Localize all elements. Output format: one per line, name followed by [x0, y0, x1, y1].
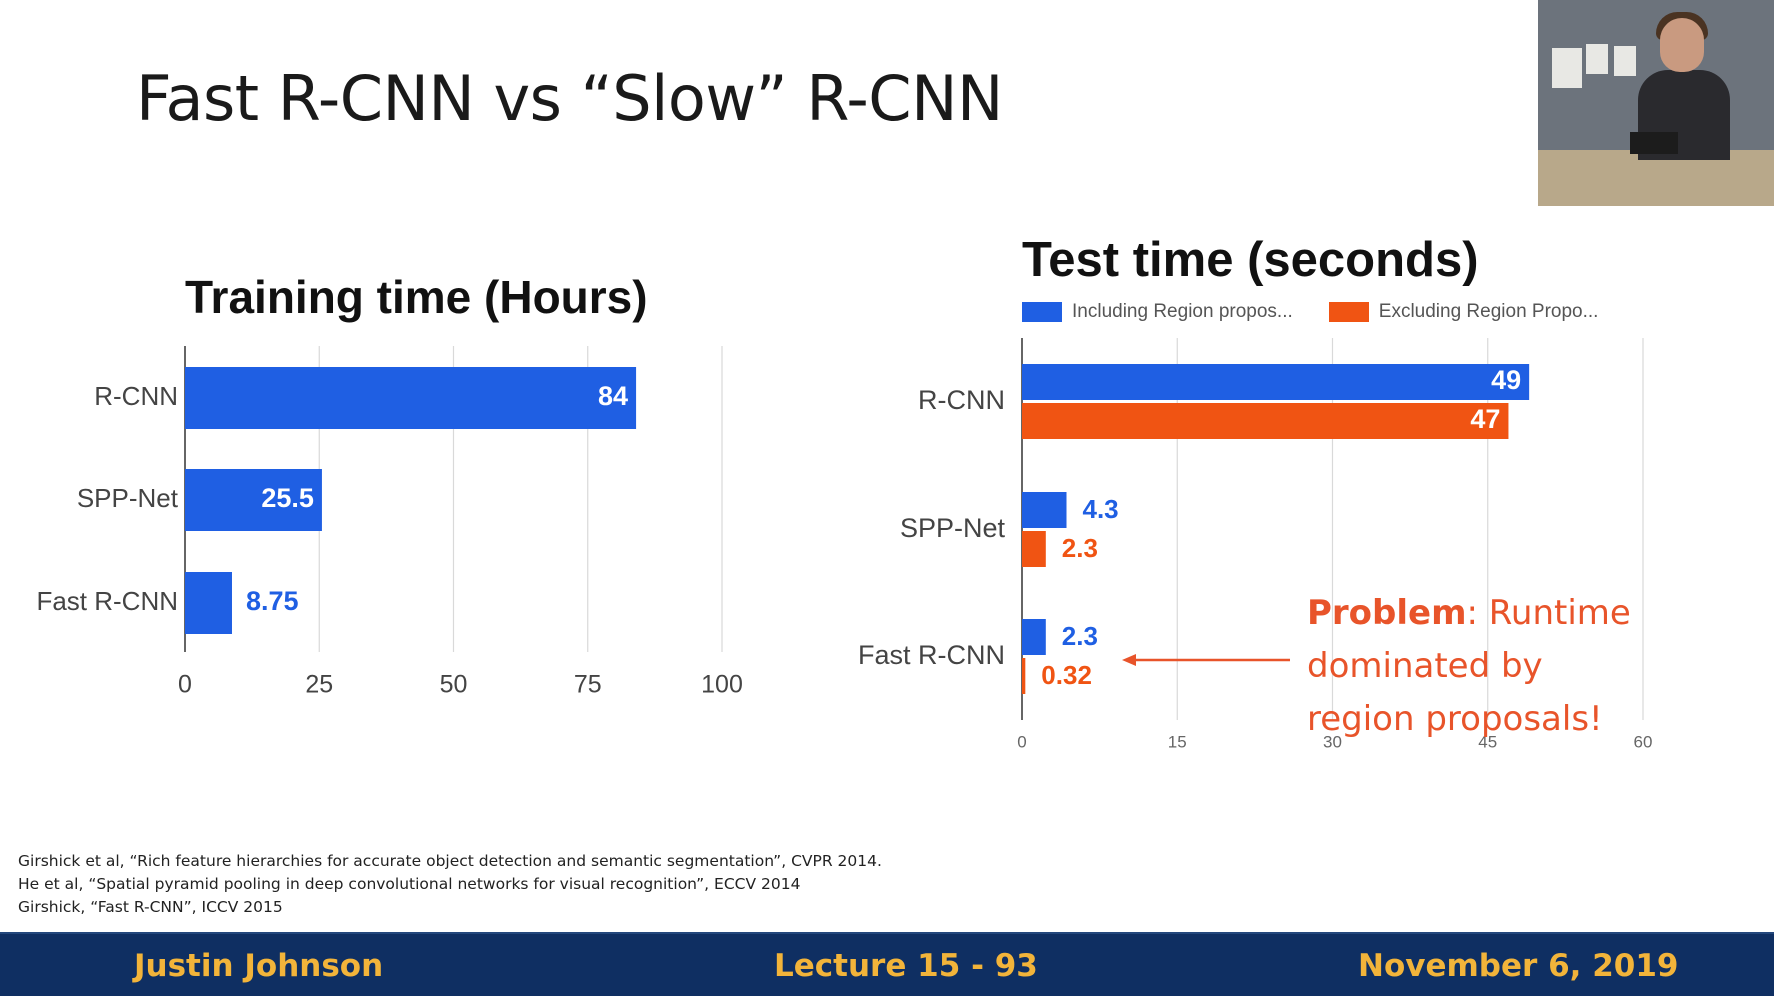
- bar: [1022, 403, 1509, 439]
- data-label: 8.75: [246, 586, 299, 616]
- data-label: 49: [1491, 365, 1521, 395]
- category-label: Fast R-CNN: [36, 586, 178, 616]
- x-tick-label: 60: [1634, 732, 1653, 751]
- data-label: 2.3: [1062, 533, 1098, 563]
- webcam-poster: [1552, 48, 1582, 88]
- slide-title: Fast R-CNN vs “Slow” R-CNN: [136, 62, 1003, 135]
- category-label: SPP-Net: [77, 483, 179, 513]
- bar: [185, 367, 637, 429]
- reference-line: Girshick et al, “Rich feature hierarchie…: [18, 852, 882, 870]
- legend-label-excluding: Excluding Region Propo...: [1378, 301, 1599, 322]
- category-label: R-CNN: [918, 385, 1005, 415]
- bar: [185, 572, 232, 634]
- bar: [185, 469, 322, 531]
- category-label: SPP-Net: [900, 513, 1006, 543]
- legend-swatch-orange: [1328, 302, 1369, 322]
- test-time-chart: 0 15 30 45 60 R-CNN 49 47 SPP-Net 4.3 2.3 Fast R-CN…: [858, 338, 1652, 751]
- footer-date: November 6, 2019: [1358, 948, 1679, 984]
- webcam-person-head: [1660, 18, 1704, 72]
- data-label: 2.3: [1062, 621, 1098, 651]
- bar: [1022, 619, 1046, 655]
- problem-callout-text: : Runtime dominated by region proposals!: [1307, 593, 1631, 739]
- problem-callout-bold: Problem: [1307, 593, 1467, 633]
- category-label: R-CNN: [94, 381, 178, 411]
- webcam-laptop: [1630, 132, 1678, 154]
- test-chart-legend: Including Region propos... Excluding Reg…: [1022, 300, 1634, 324]
- legend-swatch-blue: [1022, 302, 1062, 322]
- bar: [1022, 364, 1530, 400]
- data-label: 4.3: [1083, 494, 1119, 524]
- x-tick-label: 15: [1168, 732, 1187, 751]
- footer-lecture: Lecture 15 - 93: [774, 948, 1038, 984]
- webcam-poster: [1586, 44, 1608, 74]
- x-tick-label: 45: [1478, 732, 1497, 751]
- data-label: 47: [1470, 404, 1500, 434]
- reference-line: He et al, “Spatial pyramid pooling in de…: [18, 875, 801, 893]
- x-tick-label: 0: [178, 671, 192, 699]
- data-label: 25.5: [261, 483, 314, 513]
- problem-callout: Problem: Runtime dominated by region pro…: [1307, 587, 1647, 746]
- webcam-video: [1538, 0, 1774, 206]
- footer-author: Justin Johnson: [134, 948, 384, 984]
- x-tick-label: 0: [1017, 732, 1026, 751]
- x-tick-label: 30: [1323, 732, 1342, 751]
- bar: [1022, 492, 1067, 528]
- webcam-poster: [1614, 46, 1636, 76]
- training-chart-title: Training time (Hours): [185, 271, 648, 323]
- x-tick-label: 75: [574, 671, 602, 699]
- reference-line: Girshick, “Fast R-CNN”, ICCV 2015: [18, 898, 283, 916]
- legend-label-including: Including Region propos...: [1072, 301, 1293, 322]
- training-time-chart: 0 25 50 75 100 R-CNN 84 SPP-Net 25.5 Fast R-CNN 8.…: [36, 346, 743, 699]
- data-label: 84: [598, 381, 628, 411]
- problem-arrow-head: [1122, 654, 1136, 666]
- problem-arrow: [1122, 654, 1290, 666]
- x-tick-label: 50: [440, 671, 468, 699]
- references: Girshick et al, “Rich feature hierarchie…: [18, 850, 882, 919]
- x-tick-label: 100: [701, 671, 743, 699]
- x-tick-label: 25: [305, 671, 333, 699]
- data-label: 0.32: [1041, 660, 1092, 690]
- category-label: Fast R-CNN: [858, 640, 1005, 670]
- legend-item-including: Including Region propos...: [1022, 301, 1293, 323]
- bar: [1022, 531, 1046, 567]
- footer-bar: Justin Johnson Lecture 15 - 93 November …: [0, 932, 1774, 996]
- legend-item-excluding: Excluding Region Propo...: [1328, 301, 1599, 323]
- test-chart-title: Test time (seconds): [1022, 233, 1479, 287]
- bar: [1022, 658, 1026, 694]
